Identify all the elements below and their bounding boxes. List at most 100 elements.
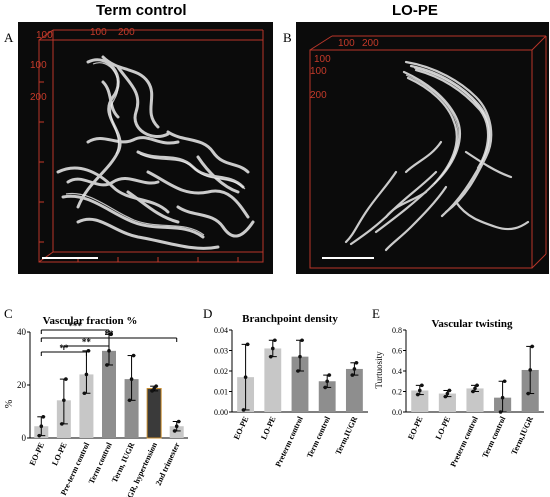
significance-label: ** bbox=[105, 329, 115, 339]
volume-render-term-control: 100 100 200 100 200 bbox=[18, 22, 273, 274]
data-point bbox=[84, 372, 89, 377]
bar-2 bbox=[264, 348, 282, 412]
vessel-network-a bbox=[56, 55, 255, 250]
data-point bbox=[500, 395, 505, 400]
x-tick-label-3: Preterm control bbox=[449, 414, 481, 468]
panel-letter-a: A bbox=[4, 30, 14, 45]
significance-label: ** bbox=[82, 337, 92, 347]
data-point bbox=[323, 385, 327, 390]
panel-letter-c: C bbox=[4, 306, 13, 321]
bar-3 bbox=[466, 388, 484, 412]
data-point bbox=[471, 389, 475, 394]
data-point bbox=[176, 419, 181, 424]
data-point bbox=[327, 373, 331, 377]
x-tick-label-5: Term,IUGR bbox=[334, 415, 360, 456]
data-point bbox=[502, 379, 507, 384]
volume-a-left-tick-1: 100 bbox=[30, 60, 47, 71]
x-tick-label-1: EO-PE bbox=[232, 415, 250, 441]
chart-d-title: Branchpoint density bbox=[242, 313, 338, 325]
y-tick-label: 0.2 bbox=[392, 388, 402, 397]
data-point bbox=[39, 424, 44, 429]
data-point bbox=[107, 349, 111, 353]
chart-e-ylabel: Turtuosity bbox=[374, 351, 384, 389]
data-point bbox=[271, 346, 275, 351]
data-point bbox=[105, 363, 109, 367]
volume-b-left-tick-2: 200 bbox=[310, 90, 327, 101]
data-point bbox=[300, 338, 304, 343]
bar-1 bbox=[411, 390, 429, 412]
x-tick-label-5: Term, IUGR bbox=[110, 441, 137, 484]
chart-c-ylabel: % bbox=[4, 400, 15, 408]
chart-vascular-twisting: Vascular twisting Turtuosity 0.0 0.2 0.4 0.… bbox=[374, 318, 544, 468]
data-point bbox=[498, 410, 503, 414]
data-point bbox=[174, 424, 179, 429]
bar-7 bbox=[169, 426, 184, 438]
y-tick-label: 0.0 bbox=[392, 408, 402, 417]
panel-letter-d: D bbox=[203, 306, 213, 321]
data-point bbox=[243, 375, 248, 379]
y-tick-label: 0.00 bbox=[214, 408, 228, 417]
x-tick-label-7: 2nd trimester bbox=[154, 441, 182, 487]
data-point bbox=[269, 354, 273, 359]
bar-2 bbox=[438, 393, 456, 412]
panel-letter-b: B bbox=[283, 30, 292, 45]
data-point bbox=[445, 391, 450, 396]
x-tick-label-2: LO-PE bbox=[434, 415, 452, 441]
data-point bbox=[350, 373, 355, 377]
volume-render-lo-pe: 100 100 200 100 200 bbox=[296, 22, 549, 274]
volume-b-top-tick-1: 100 bbox=[338, 38, 355, 49]
y-tick-label: 0.4 bbox=[392, 367, 402, 376]
data-point bbox=[298, 354, 302, 359]
y-tick-label: 40 bbox=[17, 327, 27, 337]
x-tick-label-5: Term,IUGR bbox=[509, 415, 535, 456]
volume-b-top-tick-2: 200 bbox=[362, 38, 379, 49]
data-point bbox=[82, 391, 87, 396]
bar-4 bbox=[102, 350, 116, 438]
data-point bbox=[418, 388, 422, 393]
data-point bbox=[273, 338, 277, 343]
x-tick-label-2: LO-PE bbox=[50, 441, 68, 467]
y-tick-label: 0 bbox=[22, 433, 27, 443]
y-tick-label: 0.6 bbox=[392, 347, 402, 356]
data-point bbox=[60, 422, 64, 426]
volume-b-left-tick-1: 100 bbox=[310, 66, 327, 77]
data-point bbox=[473, 386, 477, 391]
y-tick-label: 0.03 bbox=[214, 347, 228, 356]
data-point bbox=[530, 344, 534, 349]
data-point bbox=[172, 429, 177, 433]
bar-3 bbox=[291, 356, 309, 412]
right-panel-title: LO-PE bbox=[392, 2, 438, 19]
y-tick-label: 0.8 bbox=[392, 326, 402, 335]
vessel-network-b bbox=[344, 60, 530, 252]
data-point bbox=[526, 391, 530, 396]
data-point bbox=[443, 394, 448, 399]
y-tick-label: 0.02 bbox=[214, 367, 228, 376]
x-tick-label-3: Preterm control bbox=[274, 414, 306, 468]
data-point bbox=[447, 388, 452, 393]
bar-5 bbox=[345, 368, 363, 412]
x-tick-label-1: EO-PE bbox=[28, 441, 46, 467]
data-point bbox=[352, 367, 357, 371]
data-point bbox=[154, 384, 158, 388]
data-point bbox=[131, 353, 136, 358]
volume-a-top-tick-1: 100 bbox=[90, 27, 107, 38]
volume-a-left-tick-2: 200 bbox=[30, 92, 47, 103]
left-panel-title: Term control bbox=[96, 2, 187, 19]
data-point bbox=[475, 383, 479, 388]
x-tick-label-4: Term control bbox=[305, 414, 332, 459]
chart-e-title: Vascular twisting bbox=[432, 318, 513, 330]
bar-5 bbox=[124, 379, 139, 438]
y-tick-label: 0.01 bbox=[214, 388, 228, 397]
data-point bbox=[245, 342, 250, 347]
y-tick-label: 0.04 bbox=[214, 326, 228, 335]
data-point bbox=[64, 377, 68, 381]
data-point bbox=[37, 433, 42, 438]
chart-c-title: Vascular fraction % bbox=[43, 315, 138, 327]
bar-3 bbox=[79, 374, 94, 438]
data-point bbox=[129, 377, 134, 381]
data-point bbox=[325, 379, 329, 384]
data-point bbox=[528, 368, 532, 372]
bar-4 bbox=[318, 381, 336, 412]
data-point bbox=[296, 369, 300, 373]
